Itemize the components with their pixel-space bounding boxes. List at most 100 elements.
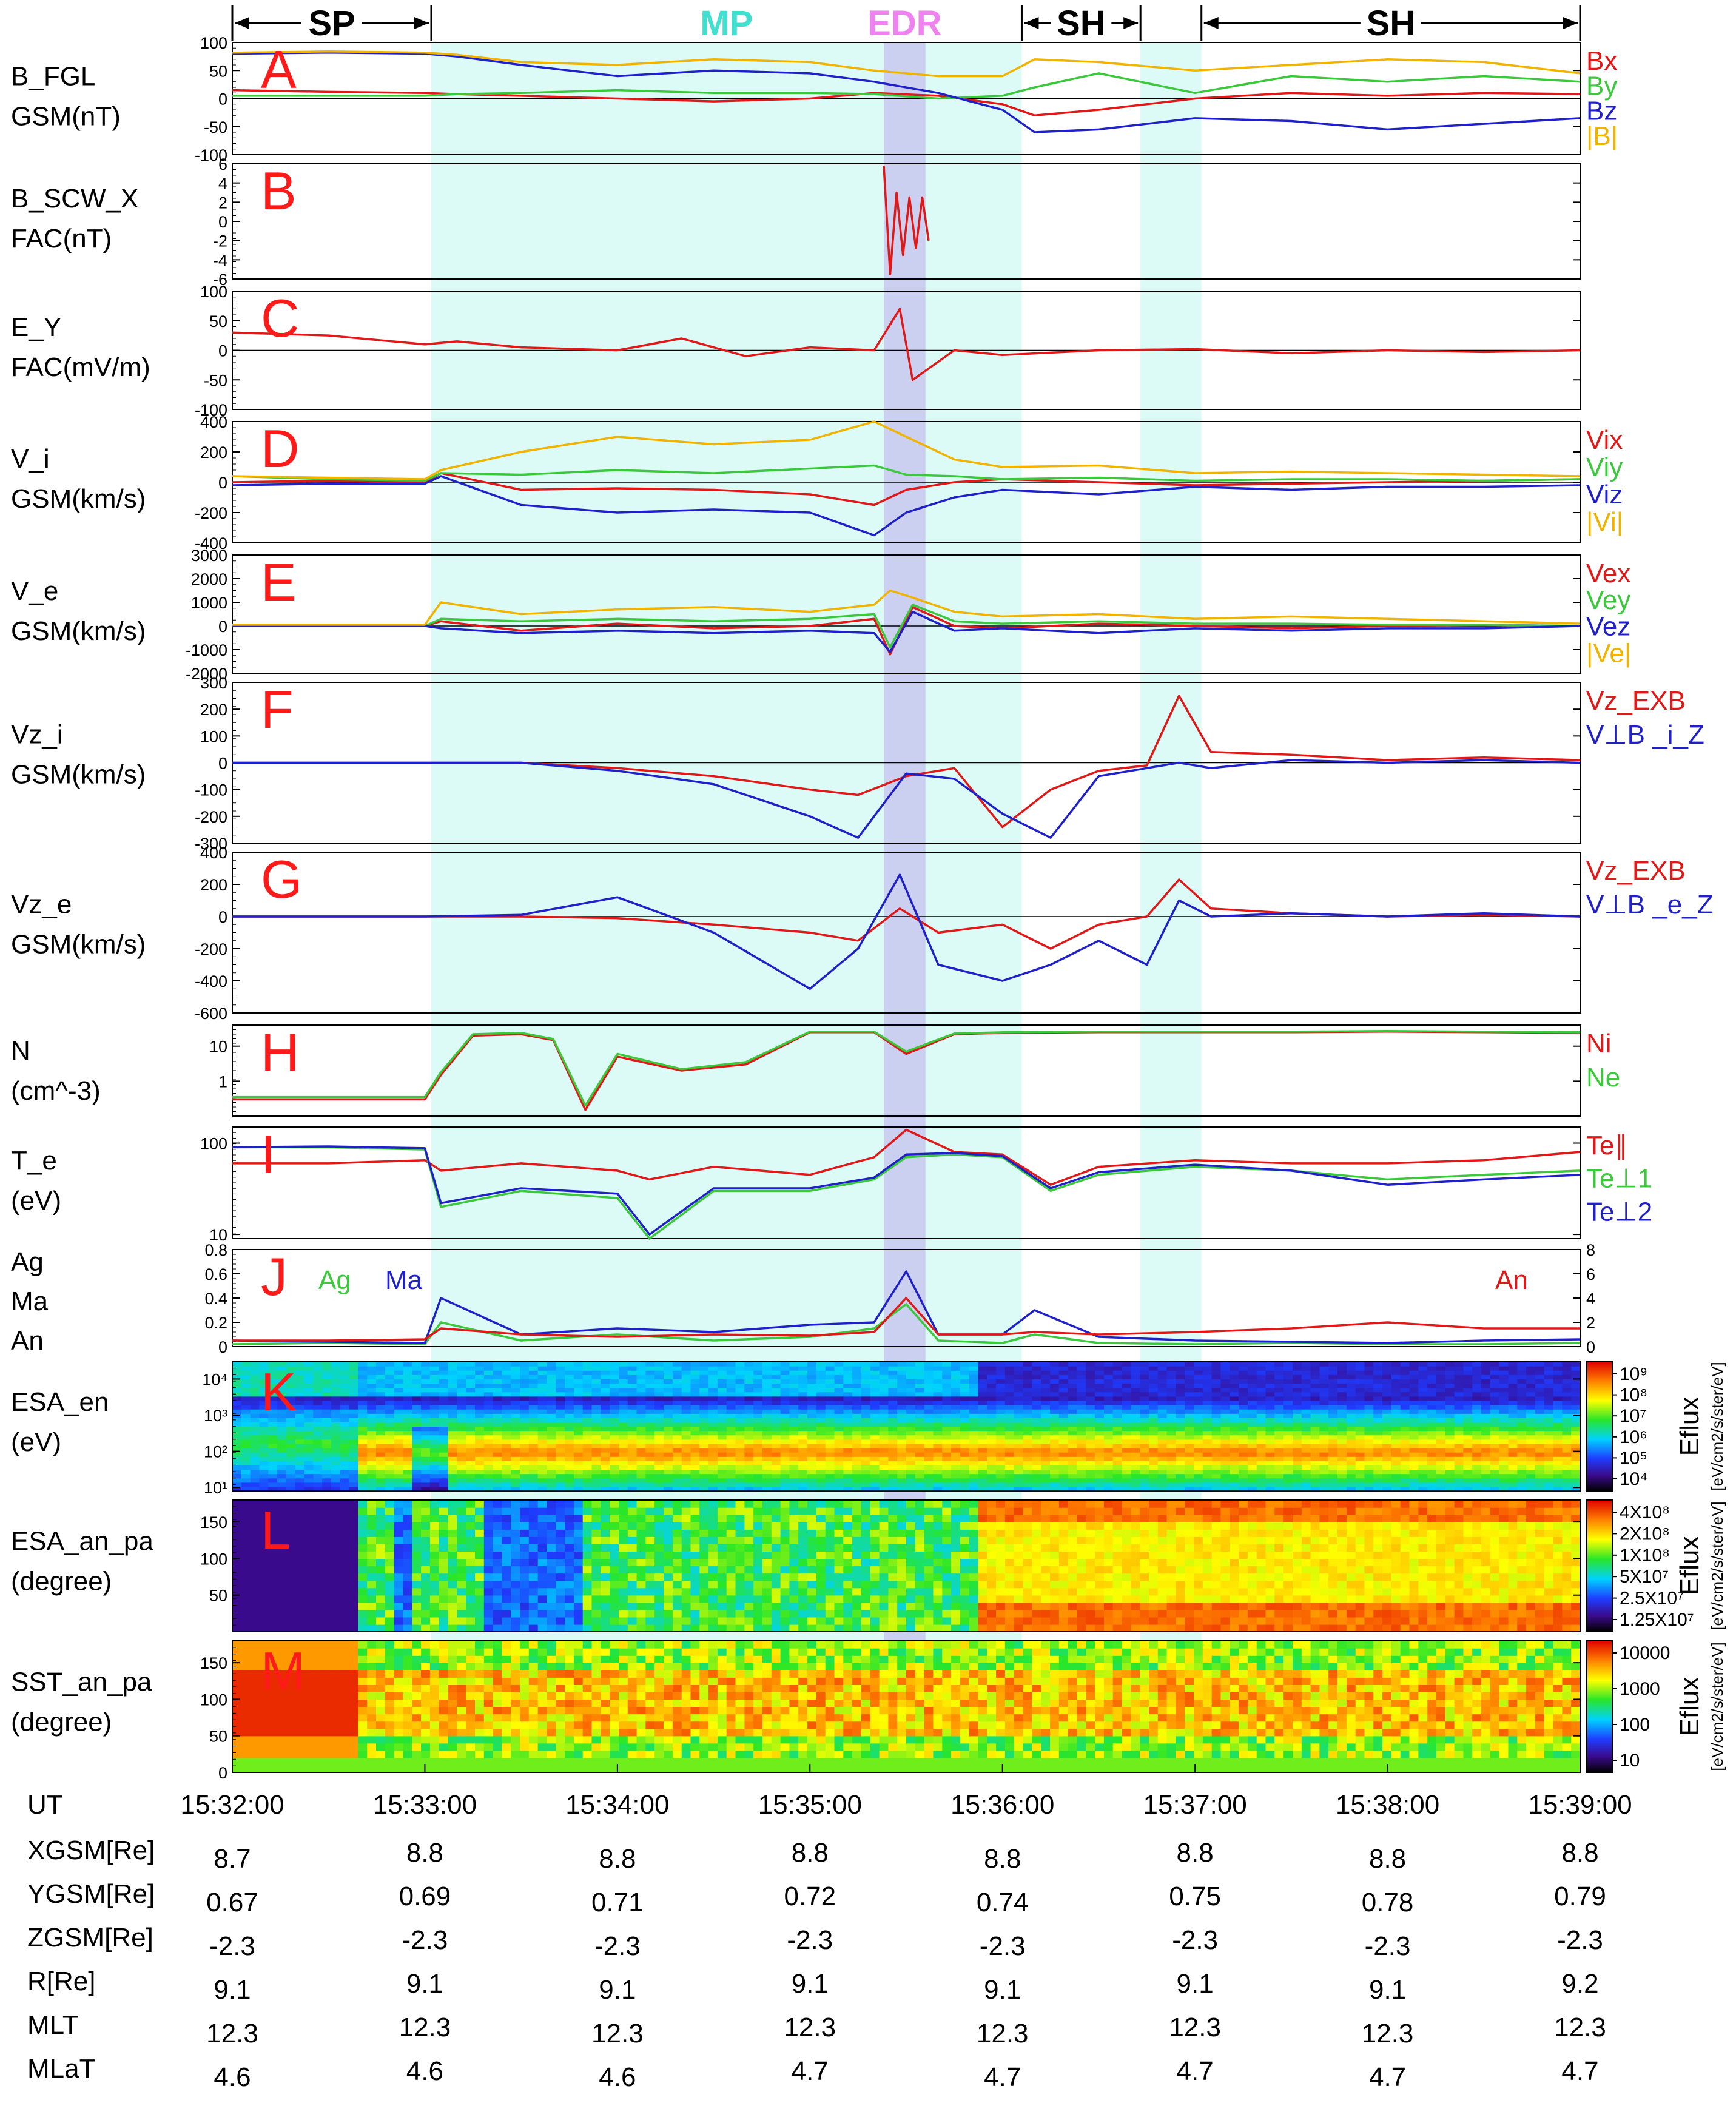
heatmap-cell [1185, 1374, 1194, 1379]
heatmap-cell [573, 1413, 584, 1418]
heatmap-cell [1256, 1400, 1267, 1405]
heatmap-cell [1230, 1413, 1239, 1418]
heatmap-cell [933, 1486, 943, 1492]
heatmap-cell [843, 1478, 853, 1483]
heatmap-cell [385, 1400, 395, 1405]
heatmap-cell [933, 1430, 943, 1436]
heatmap-cell [528, 1465, 539, 1470]
heatmap-cell [654, 1383, 664, 1388]
heatmap-cell [915, 1469, 925, 1475]
heatmap-cell [582, 1456, 593, 1461]
heatmap-cell [906, 1413, 916, 1418]
heatmap-cell [996, 1370, 1006, 1375]
heatmap-cell [843, 1396, 853, 1401]
heatmap-cell [483, 1473, 494, 1479]
heatmap-cell [1382, 1482, 1392, 1487]
heatmap-cell [951, 1486, 961, 1492]
heatmap-cell [619, 1482, 628, 1487]
heatmap-cell [1004, 1439, 1015, 1444]
legend-entry: Vez [1586, 612, 1630, 642]
heatmap-cell [654, 1422, 664, 1427]
heatmap-cell [888, 1422, 898, 1427]
heatmap-cell [1355, 1383, 1365, 1388]
heatmap-cell [376, 1396, 386, 1401]
heatmap-cell [1140, 1383, 1149, 1388]
heatmap-cell [1050, 1430, 1060, 1436]
heatmap-cell [825, 1400, 835, 1405]
heatmap-cell [502, 1473, 511, 1479]
heatmap-cell [942, 1452, 952, 1457]
heatmap-cell [654, 1435, 664, 1440]
heatmap-cell [493, 1409, 502, 1414]
heatmap-cell [1382, 1418, 1392, 1422]
heatmap-cell [771, 1396, 781, 1401]
heatmap-cell [1364, 1465, 1374, 1470]
heatmap-cell [852, 1465, 862, 1470]
heatmap-cell [1293, 1448, 1302, 1453]
heatmap-cell [556, 1430, 565, 1436]
heatmap-cell [385, 1405, 395, 1410]
heatmap-cell [1220, 1478, 1230, 1483]
heatmap-cell [681, 1443, 691, 1448]
heatmap-cell [1077, 1430, 1086, 1436]
heatmap-cell [852, 1452, 862, 1457]
heatmap-cell [421, 1443, 431, 1448]
heatmap-cell [1194, 1413, 1203, 1418]
heatmap-cell [753, 1362, 763, 1367]
heatmap-cell [385, 1469, 395, 1475]
heatmap-cell [1058, 1400, 1069, 1405]
y-tick-label: -100 [195, 146, 227, 164]
heatmap-cell [843, 1400, 853, 1405]
heatmap-cell [493, 1370, 502, 1375]
heatmap-cell [349, 1379, 358, 1384]
heatmap-cell [1185, 1430, 1194, 1436]
heatmap-cell [1068, 1400, 1077, 1405]
heatmap-cell [619, 1422, 628, 1427]
heatmap-cell [1535, 1439, 1545, 1444]
heatmap-cell [367, 1366, 377, 1371]
heatmap-cell [1220, 1396, 1230, 1401]
heatmap-cell [1463, 1473, 1473, 1479]
heatmap-cell [1301, 1409, 1311, 1414]
heatmap-cell [753, 1461, 763, 1465]
heatmap-cell [780, 1374, 790, 1379]
heatmap-cell [376, 1452, 386, 1457]
heatmap-cell [1176, 1443, 1185, 1448]
heatmap-cell [1310, 1482, 1320, 1487]
heatmap-cell [1166, 1396, 1176, 1401]
heatmap-cell [1293, 1473, 1302, 1479]
heatmap-cell [681, 1387, 691, 1393]
heatmap-cell [1418, 1387, 1428, 1393]
heatmap-cell [1400, 1426, 1410, 1432]
heatmap-cell [915, 1448, 925, 1453]
heatmap-cell [1508, 1374, 1518, 1379]
heatmap-cell [1202, 1448, 1213, 1453]
heatmap-cell [358, 1465, 368, 1470]
heatmap-cell [861, 1409, 871, 1414]
y-tick-label: 6 [218, 155, 227, 173]
colorbar-tick-label: 10⁴ [1620, 1469, 1647, 1489]
heatmap-cell [1103, 1400, 1114, 1405]
heatmap-cell [664, 1405, 673, 1410]
heatmap-cell [1176, 1465, 1185, 1470]
heatmap-cell [1095, 1418, 1105, 1422]
heatmap-cell [1041, 1478, 1051, 1483]
heatmap-cell [1301, 1405, 1311, 1410]
heatmap-cell [619, 1439, 628, 1444]
heatmap-cell [690, 1383, 700, 1388]
heatmap-cell [1409, 1413, 1419, 1418]
heatmap-cell [960, 1374, 970, 1379]
heatmap-cell [520, 1448, 530, 1453]
heatmap-cell [259, 1400, 269, 1405]
heatmap-cell [1247, 1409, 1257, 1414]
heatmap-cell [924, 1379, 934, 1384]
heatmap-cell [313, 1413, 323, 1418]
heatmap-cell [528, 1430, 539, 1436]
heatmap-cell [349, 1405, 358, 1410]
heatmap-cell [852, 1478, 862, 1483]
heatmap-cell [483, 1366, 494, 1371]
heatmap-cell [1274, 1465, 1284, 1470]
heatmap-cell [915, 1409, 925, 1414]
heatmap-cell [978, 1430, 987, 1436]
heatmap-cell [1256, 1482, 1267, 1487]
